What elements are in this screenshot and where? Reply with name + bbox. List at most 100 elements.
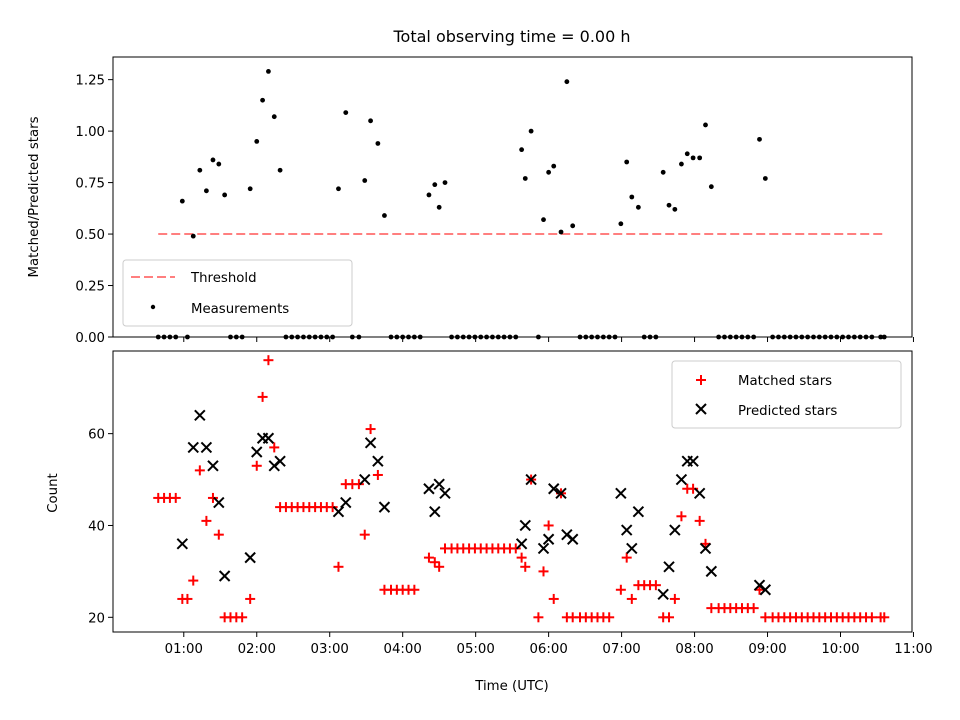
predicted-star-point [364, 437, 377, 449]
x-tick-label: 11:00 [894, 642, 932, 657]
matched-star-point [251, 460, 262, 471]
matched-star-point [533, 612, 544, 623]
predicted-star-point [759, 584, 772, 596]
matched-star-point [538, 566, 549, 577]
matched-star-point [194, 465, 205, 476]
bottom-x-axis-label: Time (UTC) [474, 679, 549, 694]
measurement-point [551, 163, 557, 169]
measurement-point [216, 161, 222, 167]
y-tick-label: 20 [88, 611, 105, 626]
predicted-star-point [687, 455, 699, 467]
measurement-point [436, 204, 442, 210]
predicted-star-point [433, 478, 445, 490]
measurement-point [635, 204, 641, 210]
predicted-star-point [693, 487, 706, 500]
predicted-star-point [244, 551, 256, 564]
x-tick-label: 04:00 [384, 642, 422, 657]
measurement-point [690, 155, 696, 161]
matched-star-point [245, 593, 256, 604]
measurement-point [432, 182, 438, 188]
predicted-star-point [705, 565, 718, 578]
predicted-star-point [262, 432, 275, 444]
measurement-point [624, 159, 630, 165]
measurement-point [336, 186, 341, 192]
measurement-point [629, 194, 635, 200]
predicted-star-point [615, 487, 627, 500]
measurement-point [679, 161, 684, 167]
measurement-point [179, 198, 185, 204]
measurement-point [210, 157, 216, 163]
y-tick-label: 0.25 [75, 280, 105, 295]
measurement-point [426, 192, 432, 198]
bottom-plot-area: 20 40 60 01:00 02:00 03:00 04:00 05:00 06:00 07:0… [88, 350, 933, 657]
matched-star-point [520, 561, 531, 572]
measurement-point [528, 128, 534, 134]
matched-star-point [237, 612, 248, 623]
matched-star-point [664, 612, 675, 623]
predicted-star-point [669, 524, 681, 536]
matched-star-point [333, 561, 344, 572]
matched-star-point [409, 584, 420, 595]
predicted-star-point [187, 441, 199, 454]
matched-star-point [510, 543, 521, 554]
predicted-star-point [525, 473, 537, 486]
measurement-point [558, 229, 564, 235]
predicted-star-point [626, 542, 638, 555]
matched-star-point [748, 603, 759, 614]
predicted-star-point [213, 496, 225, 509]
predicted-star-point [519, 519, 531, 532]
measurement-point [254, 139, 260, 144]
bottom-legend: Matched stars Predicted stars [671, 360, 902, 429]
matched-star-point [269, 442, 280, 453]
predicted-star-point [332, 505, 345, 518]
measurement-point [618, 221, 624, 227]
measurement-point [343, 110, 349, 115]
predicted-star-point [176, 538, 189, 550]
measurement-point [190, 233, 196, 239]
bottom-y-axis-label: Count [46, 473, 61, 513]
measurement-point [197, 167, 203, 173]
measurement-point [368, 118, 373, 124]
matched-star-point [429, 557, 440, 568]
predicted-star-point [423, 483, 435, 495]
matched-star-point [201, 515, 212, 526]
measurement-point [684, 151, 690, 157]
matched-star-point [434, 561, 445, 572]
matched-star-point [170, 492, 181, 503]
matched-star-point [372, 469, 383, 480]
measurement-point [762, 176, 768, 181]
predicted-star-point [620, 524, 633, 536]
predicted-star-point [699, 542, 712, 555]
bottom-panel: Count Time (UTC) 20 40 60 01:00 02:00 03:00 04… [46, 350, 933, 694]
matched-star-point [694, 515, 705, 526]
measurement-point [203, 188, 209, 194]
matched-star-point [621, 552, 632, 563]
predicted-star-point [675, 473, 688, 486]
matched-star-point [263, 355, 274, 366]
y-tick-label: 1.00 [75, 125, 105, 140]
matched-star-point [548, 593, 559, 604]
matched-legend-marker [696, 375, 706, 385]
y-tick-label: 0.00 [75, 331, 105, 346]
predicted-star-point [555, 487, 567, 500]
predicted-star-point [251, 446, 263, 458]
predicted-star-point [200, 441, 213, 454]
bottom-legend-box [671, 360, 902, 429]
matched-star-point [182, 593, 193, 604]
matched-star-point [257, 391, 268, 402]
matched-star-point [423, 552, 434, 563]
y-tick-label: 60 [88, 428, 105, 443]
y-tick-label: 40 [88, 519, 105, 534]
measurement-point [362, 178, 368, 183]
top-legend-box [122, 259, 353, 327]
predicted-star-point [194, 409, 206, 421]
measurement-point [266, 69, 271, 74]
x-tick-label: 02:00 [238, 642, 276, 657]
matched-star-point [626, 593, 637, 604]
x-tick-label: 03:00 [311, 642, 349, 657]
y-tick-label: 0.50 [75, 228, 105, 243]
predicted-star-point [372, 455, 384, 467]
predicted-star-point [218, 570, 231, 582]
measurement-point [666, 202, 672, 208]
